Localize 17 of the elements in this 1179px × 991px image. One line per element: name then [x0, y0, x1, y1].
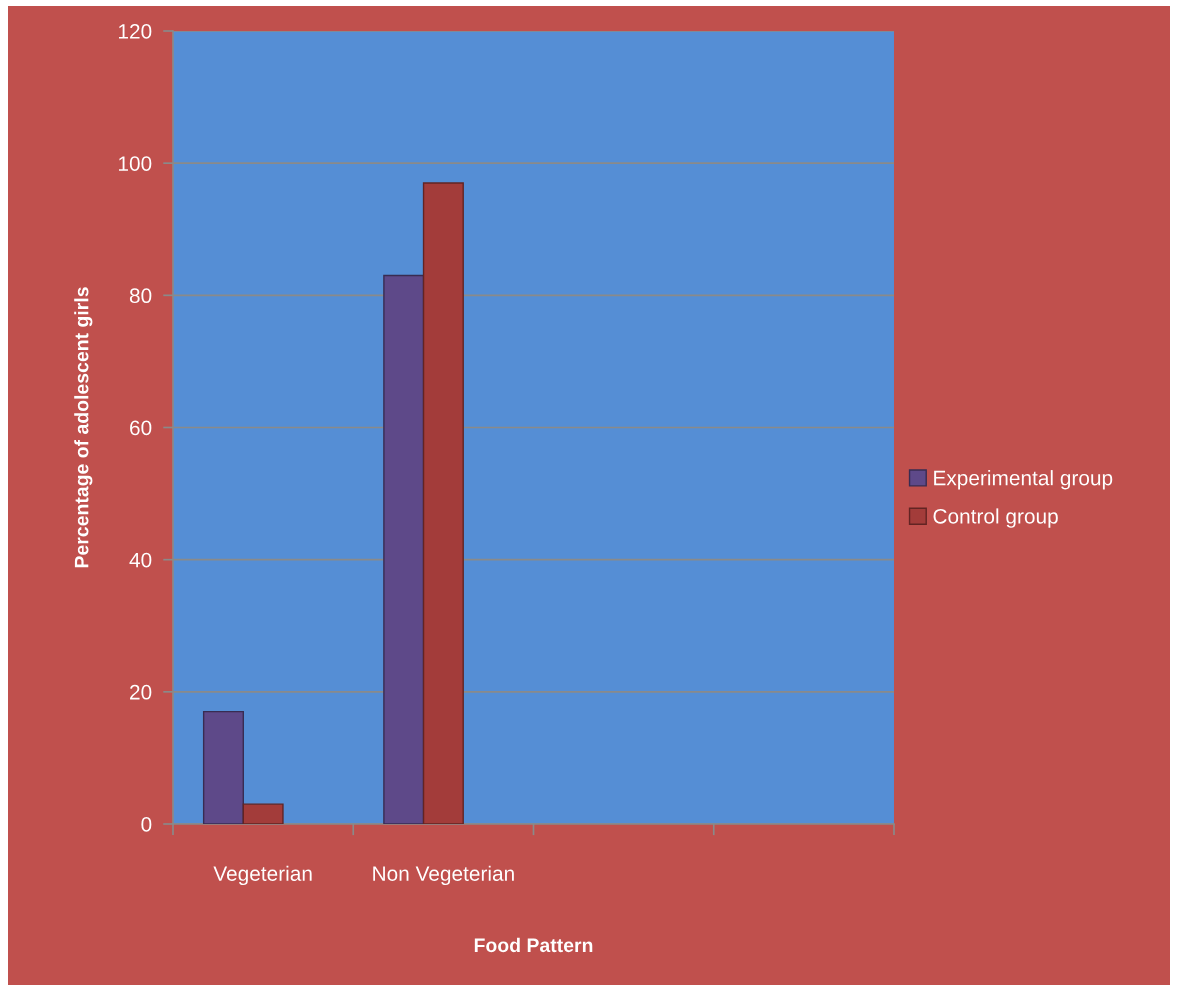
y-axis-title: Percentage of adolescent girls: [74, 287, 93, 568]
x-tick-label: Vegeterian: [213, 865, 312, 886]
bar: [202, 710, 244, 824]
legend-label: Control group: [933, 508, 1058, 528]
y-tick-label: 120: [119, 24, 152, 39]
y-tick-label: 60: [130, 420, 152, 436]
y-tick-label: 0: [141, 817, 152, 832]
y-tick-label: 100: [119, 156, 152, 171]
y-tick-label: 80: [129, 288, 152, 304]
y-tick-label: 20: [130, 684, 152, 700]
legend-label: Experimental group: [934, 470, 1113, 490]
x-axis-title: Food Pattern: [474, 937, 593, 953]
y-tick-label: 40: [129, 552, 152, 568]
bar: [422, 182, 464, 824]
bar: [383, 274, 425, 824]
bar: [242, 803, 284, 824]
x-tick-label: Non Vegeterian: [373, 865, 514, 886]
